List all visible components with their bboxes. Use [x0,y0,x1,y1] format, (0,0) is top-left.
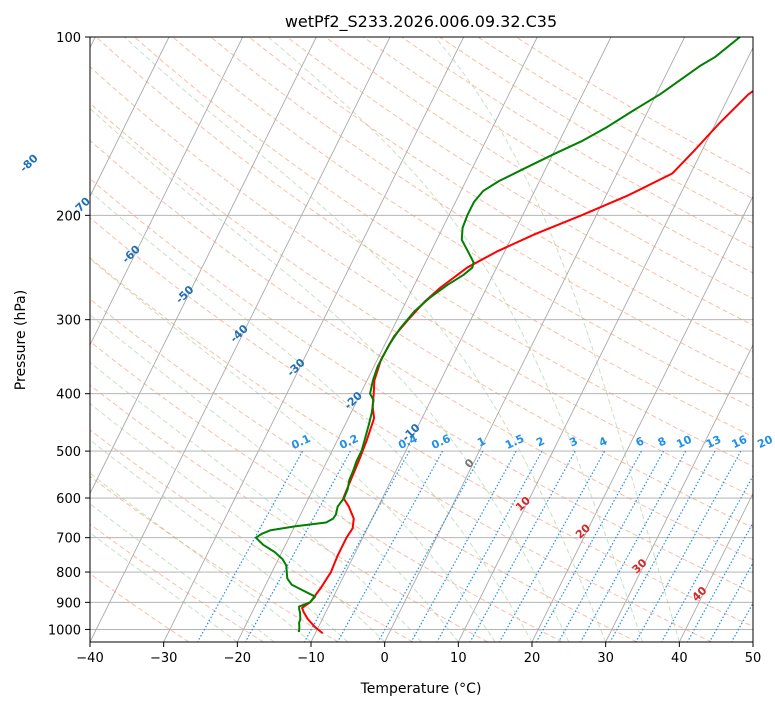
chart-title: wetPf2_S233.2026.006.09.32.C35 [285,12,557,32]
dry-adiabat [90,573,190,642]
y-tick-label: 300 [56,314,81,329]
dry-adiabat [90,340,563,642]
dry-adiabat [90,217,753,628]
moist-adiabat [90,190,533,642]
isotherm-line [678,492,753,642]
y-tick-label: 900 [56,596,81,611]
x-axis: −40 −30 −20 −10 0 10 20 30 40 50 [76,642,761,666]
x-tick-label: −10 [297,651,324,666]
mixing-ratio-line [336,450,444,642]
mixing-ratio-line [557,450,665,642]
isotherm-line [384,37,686,642]
isotherm-line [531,195,753,642]
isotherm-line [90,37,244,346]
y-tick-label: 400 [56,388,81,403]
dry-adiabat [90,384,488,642]
mixing-ratio-line [244,450,351,642]
isotherm-line [310,37,612,642]
mixing-ratio-line [609,450,716,642]
moist-adiabat [90,258,496,642]
mixing-ratio-line [303,450,410,642]
mixing-ratio-line [197,450,304,642]
y-tick-label: 700 [56,532,81,547]
moist-adiabat [90,402,386,642]
mixing-ratio-line [635,450,742,642]
isotherm-line [457,46,753,642]
series-layer [254,37,753,635]
dry-adiabat [90,257,712,642]
mixing-ratio-line [377,450,484,642]
dry-adiabat [90,178,753,594]
mixing-ratio-label: 16 [730,433,750,451]
mixing-ratio-line [469,450,576,642]
moist-adiabat [90,314,459,642]
plot-frame [89,36,754,643]
isotherm-line [605,343,753,642]
x-tick-label: −20 [224,651,251,666]
y-axis: 1000 900 800 700 600 500 400 300 200 100 [48,31,90,638]
dry-adiabat [324,37,753,300]
dewpoint-line [254,37,741,633]
y-tick-label: 500 [56,445,81,460]
dry-adiabat [248,37,753,353]
x-tick-label: 0 [381,651,389,666]
x-axis-label: Temperature (°C) [360,681,482,697]
mixing-ratio-line [580,450,687,642]
isotherm-line [163,37,465,642]
mixing-ratio-line [535,450,642,642]
mixing-ratio-line [499,450,606,642]
y-tick-label: 200 [56,209,81,224]
isotherm-line [90,37,317,495]
moist-adiabat [90,361,422,642]
mixing-ratio-line [661,474,753,642]
dry-adiabat [90,298,638,642]
dry-adiabat [286,37,753,326]
background-reference-lines [90,37,753,642]
x-tick-label: 20 [524,651,541,666]
dry-adiabat [210,37,753,381]
isotherm-line [236,37,538,642]
mixing-ratio-line [686,521,753,642]
mixing-ratio-label: 10 [674,433,694,451]
x-tick-label: 50 [745,651,762,666]
moist-adiabat [268,37,643,642]
y-tick-label: 600 [56,492,81,507]
moist-adiabat [90,107,570,642]
isotherm-line [90,37,170,198]
moist-adiabat [124,37,607,642]
x-tick-label: 40 [671,651,688,666]
x-tick-label: −40 [76,651,103,666]
mixing-ratio-label: 13 [704,433,723,451]
mixing-ratio-label: 20 [755,433,775,451]
y-axis-label: Pressure (hPa) [13,290,29,390]
mixing-ratio-line [436,450,543,642]
dry-adiabat [95,37,753,467]
moist-adiabat [434,37,680,642]
mixing-ratio-line [410,450,517,642]
dry-adiabat [90,66,753,498]
x-tick-label: 30 [597,651,614,666]
y-tick-label: 1000 [48,623,81,638]
moist-adiabat [90,439,349,642]
x-tick-label: −30 [150,651,177,666]
y-tick-label: 800 [56,566,81,581]
isotherm-line [90,37,391,642]
y-tick-label: 100 [56,31,81,46]
dry-adiabat [90,475,339,642]
x-tick-label: 10 [450,651,467,666]
